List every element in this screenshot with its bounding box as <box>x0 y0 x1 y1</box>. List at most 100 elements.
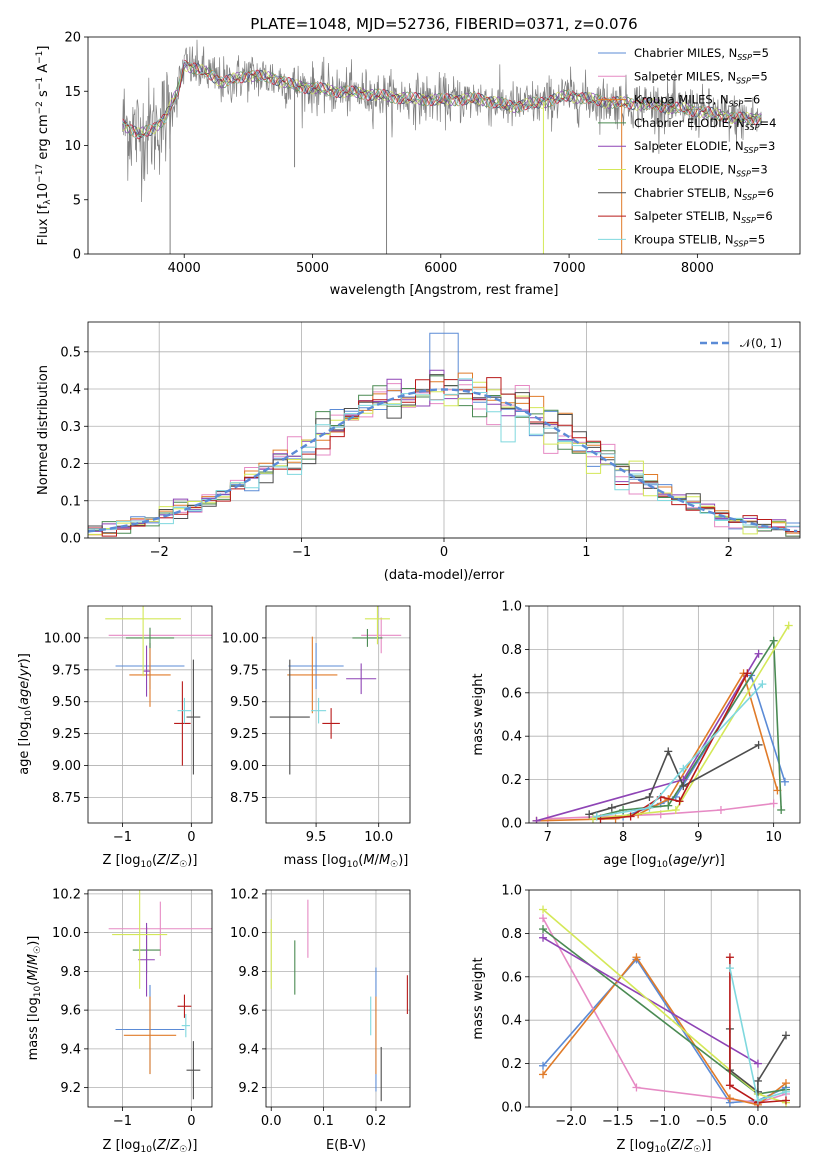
series-marker <box>592 812 601 821</box>
plot-area <box>532 621 793 823</box>
x-tick-label: 0.1 <box>313 1114 334 1129</box>
x-tick-label: −1.0 <box>649 1114 681 1129</box>
y-tick-label: 1.0 <box>501 884 522 899</box>
y-tick-label: 0.4 <box>501 730 522 745</box>
series-marker <box>675 797 684 806</box>
mass-vs-metallicity-panel: −1 0 9.2 9.4 9.6 9.8 10.0 10.2 Z [log10(Z/Z☉)] ma… <box>26 887 213 1155</box>
y-axis-label: Flux [fλ10−17 erg cm−2 s−1 A−1] <box>35 46 53 246</box>
error-bar-point <box>177 994 192 1018</box>
y-tick-label: 10.00 <box>44 631 81 646</box>
y-tick-label: 0.6 <box>501 686 522 701</box>
x-tick-label: −0.5 <box>695 1114 727 1129</box>
legend: 𝒩(0, 1) <box>700 336 782 350</box>
residuals-panel: −2 −1 0 1 2 0.0 0.1 0.2 0.3 0.4 0.5 (data-model)/er… <box>36 321 801 583</box>
series-marker <box>539 905 548 914</box>
error-bar-point <box>138 922 155 997</box>
series-line <box>542 937 759 1065</box>
y-tick-label: 9.00 <box>230 759 259 774</box>
series-marker <box>632 953 641 962</box>
y-tick-label: 15 <box>64 85 81 100</box>
x-tick-label: 5000 <box>296 261 329 276</box>
error-bar-point <box>288 643 344 689</box>
mass-weight-vs-age-panel: 7 8 9 10 0.0 0.2 0.4 0.6 0.8 1.0 mass weight age [l… <box>471 600 801 870</box>
axes-frame <box>528 605 801 824</box>
error-bar-point <box>186 659 201 775</box>
y-tick-label: 0.6 <box>501 970 522 985</box>
legend-entry: Chabrier MILES, NSSP=5 <box>634 46 769 62</box>
y-tick-label: 9.6 <box>60 1004 81 1019</box>
series-marker <box>743 669 752 678</box>
error-bar-point <box>346 663 377 695</box>
series-marker <box>539 914 548 923</box>
x-tick-label: −1.5 <box>602 1114 634 1129</box>
y-tick-label: 0.1 <box>60 494 81 509</box>
y-tick-label: 1.0 <box>501 600 522 615</box>
x-tick-label: 0.0 <box>748 1114 769 1129</box>
spectrum-panel: 4000 5000 6000 7000 8000 0 5 10 15 20 wavelength [… <box>35 31 801 298</box>
axes-frame <box>265 889 411 1108</box>
model-spectrum <box>122 60 762 138</box>
y-tick-label: 0 <box>73 248 81 263</box>
y-tick-label: 9.2 <box>238 1081 259 1096</box>
series-marker <box>753 1076 762 1085</box>
x-tick-label: 8 <box>619 830 627 845</box>
series-line <box>588 744 759 816</box>
y-tick-label: 9.75 <box>230 663 259 678</box>
mass-weight-series <box>539 933 762 1068</box>
model-spectrum <box>122 61 762 135</box>
mass-weight-series <box>725 964 790 1105</box>
series-marker <box>645 792 654 801</box>
series-marker <box>539 925 548 934</box>
x-tick-label: 0 <box>187 1114 195 1129</box>
series-marker <box>679 764 688 773</box>
y-tick-label: 0.4 <box>60 383 81 398</box>
y-tick-label: 9.50 <box>52 695 81 710</box>
error-bar-point <box>186 1041 201 1100</box>
y-tick-label: 9.6 <box>238 1004 259 1019</box>
error-bar-point <box>364 606 390 645</box>
axes-frame <box>265 605 411 824</box>
y-axis-label: mass weight <box>471 957 486 1039</box>
y-tick-label: 0.5 <box>60 345 81 360</box>
residual-histogram <box>88 378 800 536</box>
legend-entry: 𝒩(0, 1) <box>740 336 782 350</box>
normal-reference-curve <box>88 388 798 533</box>
x-axis-label: mass [log10(M/M☉)] <box>284 853 409 870</box>
plot-area <box>539 905 790 1107</box>
y-tick-label: 0.4 <box>501 1014 522 1029</box>
age-vs-metallicity-panel: −1 0 8.75 9.00 9.25 9.50 9.75 10.00 Z [log10(Z/Z… <box>17 605 213 870</box>
y-axis-label: Normed distribution <box>36 365 51 495</box>
error-bar-point <box>112 890 168 989</box>
x-tick-label: 0.2 <box>366 1114 387 1129</box>
error-bar-point <box>269 659 310 775</box>
x-tick-label: −2.0 <box>555 1114 587 1129</box>
series-marker <box>539 1061 548 1070</box>
legend-entry: Salpeter STELIB, NSSP=6 <box>634 209 773 225</box>
x-tick-label: 2 <box>725 545 733 560</box>
x-tick-label: 10.0 <box>364 830 393 845</box>
plot-area <box>269 606 402 775</box>
x-axis-label: Z [log10(Z/Z☉)] <box>617 1138 712 1155</box>
series-line <box>596 683 763 818</box>
series-marker <box>607 803 616 812</box>
y-tick-label: 8.75 <box>230 791 259 806</box>
plot-area <box>122 39 762 254</box>
error-bar-point <box>108 901 212 956</box>
series-line <box>547 802 774 820</box>
plot-area <box>108 890 212 1100</box>
series-marker <box>777 805 786 814</box>
y-axis-label: mass [log10(M/M☉)] <box>26 936 43 1061</box>
y-tick-label: 9.8 <box>60 965 81 980</box>
series-marker <box>753 1096 762 1105</box>
mass-vs-extinction-panel: 0.0 0.1 0.2 9.2 9.4 9.6 9.8 10.0 10.2 E(B-V) <box>230 887 411 1153</box>
y-tick-label: 9.4 <box>238 1042 259 1057</box>
series-marker <box>781 1087 790 1096</box>
y-tick-label: 9.2 <box>60 1081 81 1096</box>
series-marker <box>532 816 541 823</box>
mass-weight-series <box>596 669 752 823</box>
x-tick-label: 9.5 <box>306 830 327 845</box>
mass-weight-vs-metallicity-panel: −2.0 −1.5 −1.0 −0.5 0.0 0.0 0.2 0.4 0.6 0.8 1.0 mas… <box>471 884 801 1155</box>
series-marker <box>769 636 778 645</box>
series-marker <box>725 1081 734 1090</box>
